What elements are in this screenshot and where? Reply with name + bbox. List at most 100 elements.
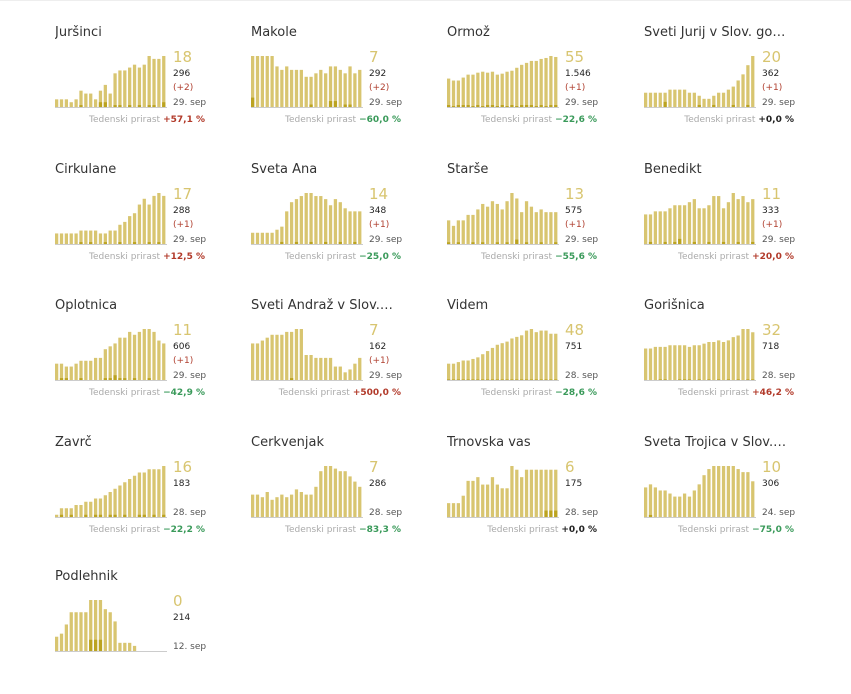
active-cases-bar [275,66,279,108]
active-cases-bar [79,612,83,652]
active-cases-bar [461,220,465,245]
new-cases-bar [736,241,740,245]
new-cases-bar [142,514,146,518]
active-cases-bar [653,92,658,108]
new-cases-bar [549,510,553,518]
active-cases-bar [137,204,142,245]
active-cases-bar [309,355,313,381]
weekly-growth: Tedenski prirast +0,0 % [487,525,597,535]
active-cases-bar [265,492,269,518]
active-cases-bar [544,212,548,245]
active-cases-bar [137,331,142,381]
active-cases-bar [495,74,499,108]
active-cases-bar [524,62,529,108]
active-cases-bar [64,624,69,652]
weekly-growth: Tedenski prirast −83,3 % [285,525,401,535]
active-cases-bar [309,76,313,108]
active-cases-bar [447,78,451,108]
active-count: 10 [762,458,782,476]
new-cases-bar [123,514,127,518]
active-cases-bar [529,329,534,381]
active-cases-bar [74,612,78,652]
active-cases-bar [726,340,731,381]
active-cases-bar [485,484,490,518]
active-cases-bar [741,329,745,381]
total-count: 575 [565,206,583,216]
new-cases-bar [554,242,558,245]
active-cases-bar [74,99,78,108]
active-cases-bar [515,469,519,518]
active-cases-bar [353,481,357,518]
active-cases-bar [338,366,342,381]
new-cases-bar [309,104,313,108]
municipality-name: Gorišnica [644,298,705,313]
active-count: 11 [173,321,193,339]
active-cases-bar [123,221,127,245]
new-cases-bar [137,514,142,518]
active-cases-bar [471,358,475,381]
weekly-growth-label: Tedenski prirast [285,252,357,262]
active-cases-bar [128,67,132,108]
weekly-growth: Tedenski prirast −22,2 % [89,525,205,535]
active-cases-bar [123,482,127,518]
new-cases-bar [79,105,83,108]
active-cases-bar [162,56,166,108]
sparkline-chart [447,466,559,518]
daily-delta: (+1) [369,356,390,366]
active-cases-bar [289,494,294,518]
new-cases-bar [98,102,103,108]
municipality-card: Juršinci 18 296 (+2) 29. sep Tedenski prirast… [55,25,245,150]
municipality-card: Cirkulane 17 288 (+1) 29. sep Tedenski priras… [55,162,245,287]
last-update-date: 29. sep [173,235,207,245]
active-cases-bar [113,73,117,108]
sparkline-chart [644,193,756,245]
new-cases-bar [251,97,255,108]
active-cases-bar [314,196,318,245]
municipality-card: Gorišnica 32 718 28. sep Tedenski prirast +46… [644,298,834,423]
last-update-date: 28. sep [173,508,207,518]
last-update-date: 29. sep [173,98,207,108]
active-cases-bar [485,351,490,381]
active-count: 6 [565,458,575,476]
weekly-growth-value: −75,0 % [752,525,794,535]
active-cases-bar [324,199,328,245]
active-cases-bar [55,233,59,245]
active-cases-bar [510,70,514,108]
active-cases-bar [348,369,352,381]
active-cases-bar [108,346,112,381]
active-cases-bar [142,329,146,381]
active-count: 11 [762,185,782,203]
active-cases-bar [270,232,274,245]
weekly-growth-value: +500,0 % [352,388,401,398]
sparkline-chart [644,329,756,381]
active-cases-bar [328,357,333,381]
active-cases-bar [471,74,475,108]
daily-delta: (+1) [173,220,194,230]
weekly-growth: Tedenski prirast +57,1 % [89,115,205,125]
active-count: 20 [762,48,782,66]
new-cases-bar [353,241,357,245]
active-cases-bar [338,471,342,518]
active-cases-bar [702,208,706,245]
last-update-date: 29. sep [369,371,403,381]
active-count: 7 [369,458,379,476]
active-cases-bar [490,477,495,518]
active-cases-bar [358,357,362,381]
active-cases-bar [55,363,59,381]
active-cases-bar [123,70,127,108]
active-cases-bar [692,92,696,108]
active-cases-bar [289,331,294,381]
active-cases-bar [142,64,146,108]
last-update-date: 12. sep [173,642,207,652]
active-cases-bar [658,346,662,381]
active-cases-bar [358,211,362,245]
new-cases-bar [103,242,107,245]
active-cases-bar [495,344,499,381]
active-cases-bar [123,337,127,381]
active-cases-bar [447,220,451,245]
active-cases-bar [529,469,534,518]
active-cases-bar [520,212,524,245]
active-cases-bar [476,209,480,245]
new-cases-bar [520,105,524,108]
active-cases-bar [152,195,156,245]
